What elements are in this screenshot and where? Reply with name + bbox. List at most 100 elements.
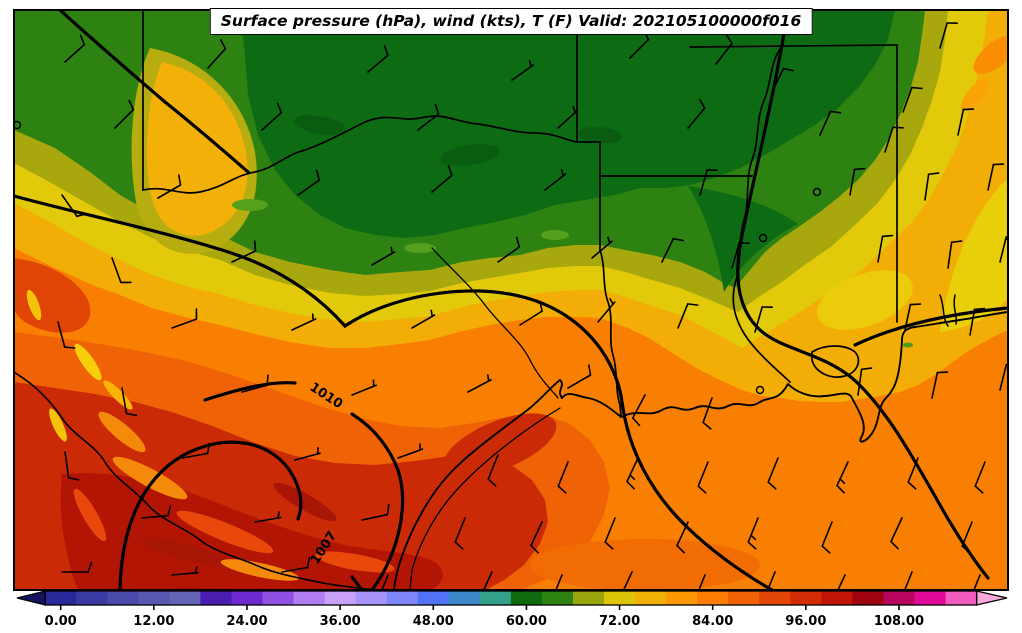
wind-barb	[698, 574, 706, 590]
wind-barb	[904, 303, 922, 331]
colorbar-tick-label: 84.00	[692, 614, 733, 629]
wind-barb	[157, 174, 182, 199]
wind-barb	[931, 371, 949, 399]
coastline-louisiana	[620, 311, 1008, 443]
colorbar-tick-label: 48.00	[413, 614, 454, 629]
wind-barb	[969, 307, 986, 336]
wind-barb	[114, 99, 135, 129]
wind-barb	[836, 461, 849, 494]
colorbar-segment	[324, 591, 357, 605]
wind-barb	[819, 110, 842, 136]
wind-barb	[890, 517, 903, 550]
colorbar-segment	[107, 591, 139, 605]
colorbar-segment	[479, 591, 512, 605]
wind-barb	[171, 566, 199, 576]
lake-pontchartrain	[811, 345, 860, 378]
wind-barb	[281, 556, 311, 573]
calm-wind-circle	[812, 187, 822, 197]
wind-barb	[661, 237, 685, 263]
temp-streak	[112, 456, 188, 500]
wind-barb	[987, 163, 1005, 191]
barrier-island	[409, 407, 561, 590]
wind-barb	[924, 172, 940, 201]
wind-barb	[902, 86, 923, 113]
rio-grande	[14, 371, 377, 590]
wind-barb	[482, 571, 493, 590]
colorbar-left-arrow	[16, 590, 46, 606]
wind-barb	[254, 511, 282, 523]
colorbar: 0.00 12.00 24.00 36.00 48.00 60.00 72.00 84.00 9…	[16, 590, 1008, 629]
temp-streak	[176, 510, 274, 554]
wind-barb	[241, 374, 269, 393]
temp-patch-yellow-se	[940, 178, 1008, 332]
wind-barb	[974, 461, 986, 494]
wind-barb	[511, 59, 535, 81]
temp-patch-gulf	[530, 539, 760, 590]
wind-barb	[907, 457, 919, 490]
wind-barb	[121, 387, 138, 417]
colorbar-segment	[759, 591, 791, 605]
wind-barb	[939, 22, 958, 49]
wind-barb	[857, 367, 873, 396]
colorbar-segment	[169, 591, 201, 605]
wind-barb	[903, 571, 913, 590]
wind-barb	[111, 257, 132, 284]
pressure-contour-1010	[203, 381, 297, 402]
wind-barb	[57, 321, 76, 349]
pressure-contour-1010	[350, 412, 405, 590]
wind-barb	[61, 561, 93, 573]
colorbar-segment	[821, 591, 853, 605]
temp-speckle	[440, 144, 500, 166]
wind-barb	[767, 457, 779, 490]
colorbar-outline	[44, 590, 978, 606]
wind-barb	[947, 240, 963, 269]
temp-streak	[73, 488, 107, 542]
state-border-tx-la-sabine	[599, 249, 622, 418]
wind-barb	[999, 235, 1008, 263]
calm-wind-circle	[758, 233, 768, 243]
colorbar-segment	[417, 591, 450, 605]
wind-barb	[631, 394, 646, 427]
temp-streak-yellow	[74, 343, 102, 381]
wind-barb	[497, 236, 521, 263]
colorbar-tick-label: 108.00	[874, 614, 924, 629]
temp-patch-gold-mid	[817, 270, 913, 330]
temp-streak-yellow	[49, 408, 67, 442]
temp-core-darkgreen	[240, 10, 895, 238]
state-border-red-river	[142, 115, 578, 194]
temp-streak	[220, 559, 300, 581]
wind-barb	[604, 517, 616, 550]
temp-speckle	[232, 199, 268, 211]
wind-barb	[294, 447, 321, 461]
pressure-contour	[736, 10, 990, 580]
wind-barb	[431, 165, 453, 193]
colorbar-segment	[231, 591, 264, 605]
wind-barb	[454, 517, 466, 550]
colorbar-segment	[541, 591, 574, 605]
wind-barb	[677, 303, 699, 329]
colorbar-segment	[200, 591, 232, 605]
wind-barb	[141, 505, 172, 519]
temp-speckle	[578, 126, 622, 144]
wind-barb	[544, 169, 567, 191]
wind-barb	[207, 39, 227, 69]
colorbar-segment	[790, 591, 822, 605]
wind-barb	[597, 298, 616, 323]
colorbar-tick-label: 96.00	[785, 614, 826, 629]
wind-barb	[351, 379, 377, 396]
colorbar-segment	[572, 591, 605, 605]
wind-barb	[877, 234, 894, 263]
temp-streak	[98, 411, 146, 453]
colorbar-segment	[510, 591, 543, 605]
temp-speckle	[903, 342, 913, 348]
temp-streak	[273, 482, 337, 522]
wind-barb	[381, 574, 389, 590]
pressure-contour-1007	[118, 440, 303, 590]
calm-wind-circle	[755, 385, 765, 395]
wind-barb	[961, 521, 973, 554]
wind-barb	[747, 517, 759, 550]
wind-barb	[973, 574, 981, 590]
temp-speckle	[294, 115, 346, 135]
